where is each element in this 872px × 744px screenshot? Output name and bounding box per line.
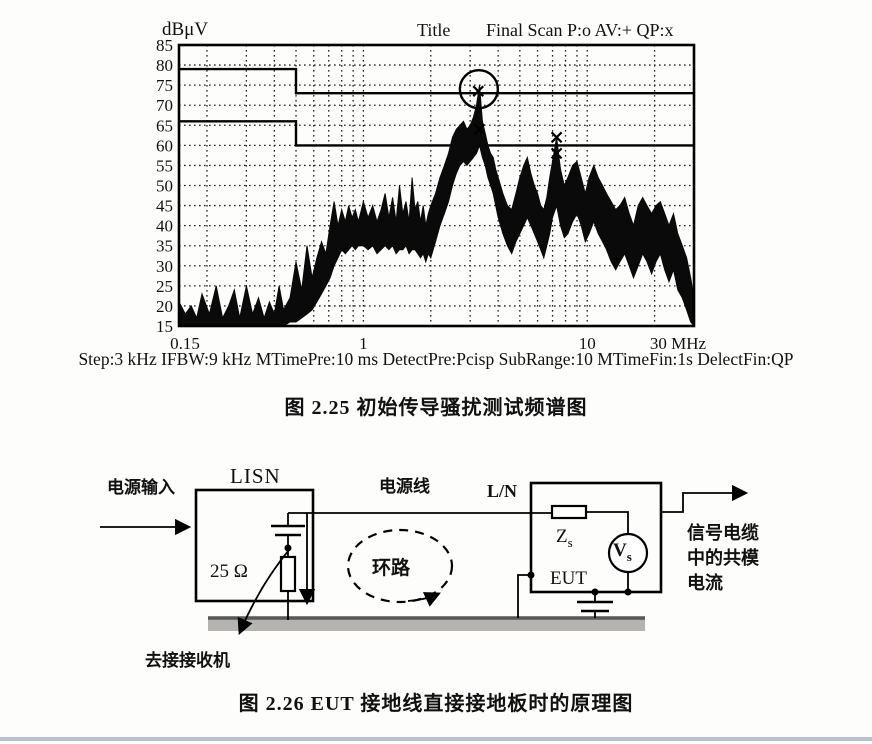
lisn-resistor xyxy=(279,551,297,620)
loop-label: 环路 xyxy=(372,558,411,579)
eut-label: EUT xyxy=(550,568,587,589)
y-tick-label: 85 xyxy=(156,36,173,55)
loop-direction-arrow xyxy=(407,592,441,607)
lisn-label: LISN xyxy=(230,464,281,488)
signal-cable-arrow xyxy=(661,484,749,513)
power-line-label: 电源线 xyxy=(379,477,430,496)
measurement-settings: Step:3 kHz IFBW:9 kHz MTimePre:10 ms Det… xyxy=(78,349,794,369)
page-edge-line xyxy=(0,737,872,741)
y-tick-label: 70 xyxy=(156,96,173,115)
to-receiver-label: 去接接收机 xyxy=(145,651,230,670)
av-limit-line xyxy=(179,120,694,147)
figure-2-25-caption: 图 2.25 初始传导骚扰测试频谱图 xyxy=(284,397,588,419)
lisn-capacitor xyxy=(271,513,305,546)
y-axis-unit-label: dBμV xyxy=(162,19,209,40)
y-tick-label: 60 xyxy=(156,136,173,155)
y-tick-label: 40 xyxy=(156,217,173,236)
peak-marker xyxy=(550,131,563,144)
x-tick-label: 10 xyxy=(579,334,596,353)
y-tick-label: 50 xyxy=(156,177,173,196)
y-tick-label: 30 xyxy=(156,257,173,276)
eut-ground-wire xyxy=(517,574,531,618)
x-tick-label: 0.15 xyxy=(170,334,200,353)
y-tick-label: 25 xyxy=(156,277,173,296)
highlight-circle xyxy=(458,68,500,110)
scan-legend: Final Scan P:o AV:+ QP:x xyxy=(486,20,674,40)
to-receiver-arrow xyxy=(237,549,290,635)
y-tick-label: 20 xyxy=(156,297,173,316)
lisn-junction-dot xyxy=(284,544,292,552)
x-tick-label: 30 MHz xyxy=(650,334,707,353)
figure-2-26-caption: 图 2.26 EUT 接地线直接接地板时的原理图 xyxy=(238,693,634,715)
y-tick-label: 75 xyxy=(156,76,173,95)
vs-label: Vs xyxy=(613,540,632,564)
plot-frame xyxy=(177,43,696,328)
y-tick-label: 65 xyxy=(156,116,173,135)
loop-ellipse xyxy=(346,528,454,604)
zs-resistor xyxy=(531,504,629,534)
y-tick-label: 45 xyxy=(156,197,173,216)
y-tick-label: 80 xyxy=(156,56,173,75)
eut-bottom-junction-dot xyxy=(624,588,632,596)
zs-label: Zs xyxy=(556,526,573,550)
line-neutral-label: L/N xyxy=(487,481,518,501)
eut-ground-capacitor xyxy=(577,592,613,618)
common-mode-current-label: 信号电缆 中的共模 电流 xyxy=(687,523,759,593)
peak-marker xyxy=(472,85,485,97)
x-tick-label: 1 xyxy=(359,334,368,353)
peak-marker xyxy=(550,147,563,160)
power-input-label: 电源输入 xyxy=(107,478,175,497)
y-tick-label: 15 xyxy=(156,317,173,336)
qp-limit-line xyxy=(179,67,694,95)
vs-voltmeter xyxy=(607,532,649,592)
resistor-25ohm-label: 25 Ω xyxy=(210,561,248,582)
peak-marker xyxy=(473,123,486,136)
chart-title: Title xyxy=(417,20,451,40)
circuit-diagram xyxy=(100,481,749,635)
y-tick-label: 35 xyxy=(156,237,173,256)
ground-plane xyxy=(208,616,645,631)
y-tick-label: 55 xyxy=(156,156,173,175)
